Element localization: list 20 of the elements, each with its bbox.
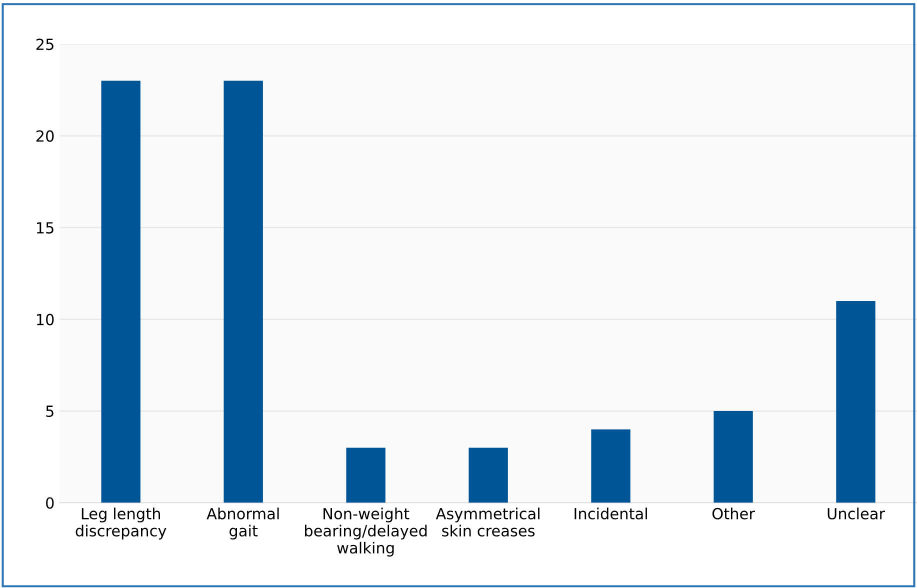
x-tick-label: Unclear (828, 508, 886, 520)
bar (101, 80, 140, 503)
bar (591, 429, 630, 503)
bar (224, 80, 263, 503)
bar (468, 448, 508, 503)
bar (836, 300, 876, 503)
x-tick-label: Incidental (574, 508, 647, 520)
x-tick-label: Asymmetrical skin creases (436, 508, 540, 537)
x-tick-label: Leg length discrepancy (76, 508, 166, 540)
y-tick-label: 5 (46, 406, 54, 418)
x-tick-label: Other (712, 508, 755, 520)
y-tick-label: 15 (36, 222, 54, 234)
x-tick-label: Non-weight bearing/delayed walking (305, 508, 427, 557)
y-tick-label: 0 (46, 497, 54, 509)
y-tick-label: 10 (36, 314, 54, 326)
y-tick-label: 25 (36, 38, 54, 50)
x-tick-label: Abnormal gait (206, 508, 279, 540)
bar (346, 448, 386, 503)
bar (714, 411, 753, 503)
y-tick-label: 20 (36, 130, 54, 142)
